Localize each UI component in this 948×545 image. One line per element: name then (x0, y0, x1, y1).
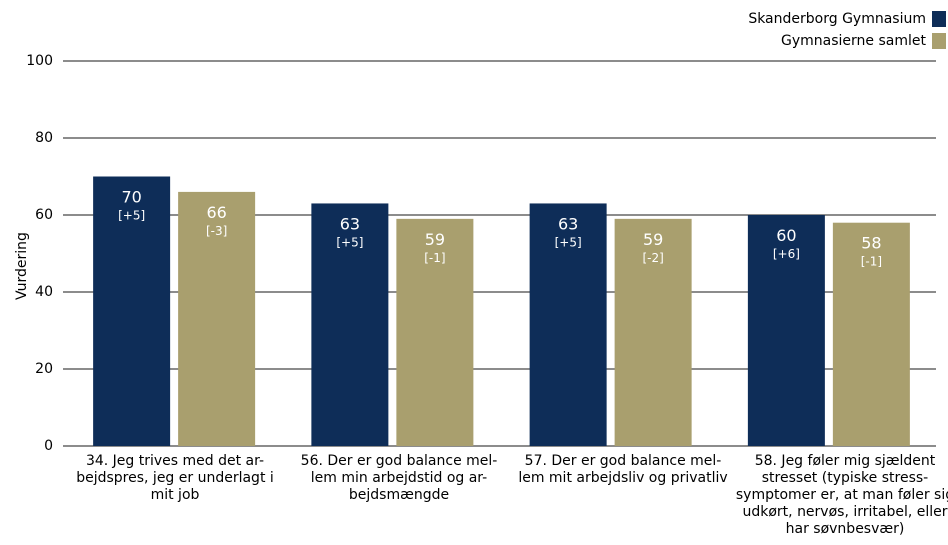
y-tick-label: 40 (35, 284, 53, 300)
y-tick-label: 100 (26, 53, 53, 69)
legend-item-series-1: Gymnasierne samlet (748, 30, 946, 52)
bar-change-label: [-1] (424, 251, 445, 265)
legend-label-series-0: Skanderborg Gymnasium (748, 11, 926, 27)
bar-0-3 (747, 215, 825, 446)
bar-change-label: [+5] (555, 235, 582, 249)
bar-change-label: [-1] (861, 255, 882, 269)
legend: Skanderborg Gymnasium Gymnasierne samlet (748, 8, 946, 52)
bar-0-0 (93, 176, 171, 446)
bar-value-label: 63 (340, 214, 360, 233)
bar-1-1 (396, 218, 474, 446)
y-tick-label: 60 (35, 207, 53, 223)
bar-value-label: 66 (206, 203, 226, 222)
bar-change-label: [+5] (118, 209, 145, 223)
x-category-label: 57. Der er god balance mel-lem mit arbej… (518, 453, 728, 486)
bar-value-label: 70 (121, 188, 141, 207)
bar-1-0 (178, 191, 256, 446)
legend-item-series-0: Skanderborg Gymnasium (748, 8, 946, 30)
bar-value-label: 60 (776, 226, 796, 245)
bar-1-3 (832, 222, 910, 446)
x-category-label: 58. Jeg føler mig sjældent stresset (typ… (735, 453, 948, 537)
bar-1-2 (614, 218, 692, 446)
bar-value-label: 58 (861, 234, 881, 253)
bar-value-label: 59 (643, 230, 663, 249)
x-category-label: 34. Jeg trives med det ar-bejdspres, jeg… (76, 453, 274, 503)
bar-0-1 (311, 203, 389, 446)
bar-change-label: [-2] (642, 251, 663, 265)
bar-change-label: [+5] (336, 235, 363, 249)
x-category-label: 56. Der er god balance mel-lem min arbej… (300, 453, 498, 503)
y-tick-label: 80 (35, 130, 53, 146)
legend-label-series-1: Gymnasierne samlet (781, 33, 926, 49)
bar-change-label: [-3] (206, 224, 227, 238)
bar-value-label: 59 (425, 230, 445, 249)
y-tick-label: 20 (35, 361, 53, 377)
bar-value-label: 63 (558, 214, 578, 233)
legend-swatch-series-0 (932, 11, 946, 27)
y-tick-label: 0 (44, 438, 53, 454)
legend-swatch-series-1 (932, 33, 946, 49)
bar-change-label: [+6] (773, 247, 800, 261)
bar-0-2 (529, 203, 607, 446)
